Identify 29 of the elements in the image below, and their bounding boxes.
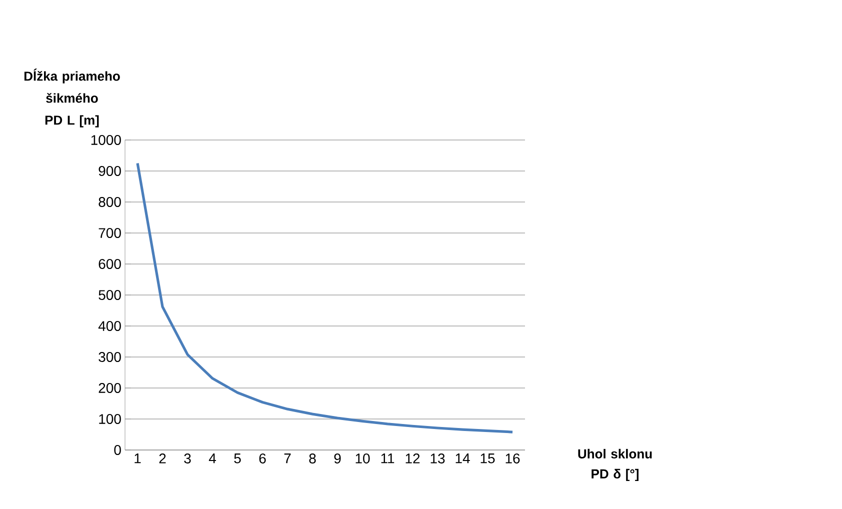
x-tick-label: 10 xyxy=(356,454,370,464)
x-tick-label: 15 xyxy=(480,454,495,464)
y-tick-label: 800 xyxy=(98,197,121,207)
y-axis-title: Dĺžka priameho šikmého PD L [m] xyxy=(24,68,120,128)
x-tick-label: 12 xyxy=(406,454,420,464)
x-tick-label: 9 xyxy=(334,454,341,464)
x-tick-label: 11 xyxy=(381,454,394,464)
x-tick-label: 5 xyxy=(234,454,241,464)
x-tick-label: 1 xyxy=(134,454,141,464)
x-axis-title: Uhol sklonu PD δ [°] xyxy=(578,448,652,482)
x-tick-label: 14 xyxy=(456,454,470,464)
y-tick-label: 200 xyxy=(98,383,121,393)
y-tick-label: 300 xyxy=(98,352,121,362)
x-tick-label: 4 xyxy=(208,454,216,464)
x-tick-label: 6 xyxy=(259,454,266,464)
x-tick-label: 13 xyxy=(430,454,445,464)
y-tick-label: 400 xyxy=(98,321,121,331)
y-tick-label: 600 xyxy=(98,259,121,269)
x-tick-label: 3 xyxy=(184,454,191,464)
x-tick-label: 7 xyxy=(284,454,291,464)
y-tick-label: 1000 xyxy=(91,135,121,145)
y-tick-label: 100 xyxy=(99,414,121,424)
x-tick-label: 16 xyxy=(506,454,520,464)
y-tick-label: 700 xyxy=(98,228,121,238)
y-tick-label: 500 xyxy=(98,290,121,300)
y-tick-label: 0 xyxy=(114,445,121,455)
y-tick-label: 900 xyxy=(98,166,121,176)
x-tick-label: 8 xyxy=(309,454,316,464)
x-tick-label: 2 xyxy=(159,454,166,464)
